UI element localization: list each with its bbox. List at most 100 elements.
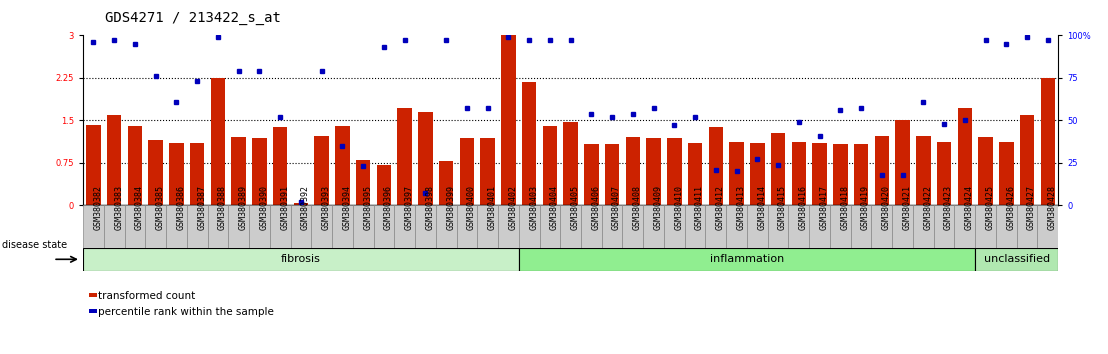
Text: GSM380408: GSM380408 [633, 185, 642, 230]
Text: GSM380394: GSM380394 [342, 185, 351, 230]
Bar [127, 126, 142, 205]
Bar [1040, 78, 1055, 205]
Text: GSM380411: GSM380411 [695, 185, 704, 230]
Text: GSM380395: GSM380395 [363, 185, 372, 230]
Bar [892, 205, 913, 248]
Bar [294, 203, 308, 205]
Text: GSM380414: GSM380414 [758, 185, 767, 230]
Bar [373, 205, 394, 248]
Bar [398, 108, 412, 205]
Text: GSM380413: GSM380413 [737, 185, 746, 230]
Bar [584, 144, 598, 205]
Bar [999, 142, 1014, 205]
Bar [667, 138, 681, 205]
Bar [543, 126, 557, 205]
Text: GSM380424: GSM380424 [965, 185, 974, 230]
Text: GSM380412: GSM380412 [716, 185, 725, 230]
Bar [166, 205, 187, 248]
Bar [83, 205, 104, 248]
Text: GSM380383: GSM380383 [114, 185, 123, 230]
Text: GSM380404: GSM380404 [550, 185, 558, 230]
Text: unclassified: unclassified [984, 254, 1049, 264]
Text: GSM380406: GSM380406 [592, 185, 601, 230]
Text: GSM380407: GSM380407 [612, 185, 622, 230]
Text: GSM380428: GSM380428 [1048, 185, 1057, 230]
Text: GSM380419: GSM380419 [861, 185, 870, 230]
Text: GSM380409: GSM380409 [654, 185, 663, 230]
Bar [709, 127, 724, 205]
Bar [936, 142, 952, 205]
Bar [478, 205, 497, 248]
Bar [895, 120, 910, 205]
Text: GSM380427: GSM380427 [1027, 185, 1036, 230]
Text: GSM380390: GSM380390 [259, 185, 268, 230]
Text: GSM380420: GSM380420 [882, 185, 891, 230]
Text: fibrosis: fibrosis [281, 254, 321, 264]
Text: GSM380417: GSM380417 [820, 185, 829, 230]
Bar [228, 205, 249, 248]
Bar [791, 142, 807, 205]
Text: transformed count: transformed count [98, 291, 195, 301]
Bar [481, 138, 495, 205]
Bar [189, 143, 205, 205]
Bar [170, 143, 184, 205]
Bar [750, 143, 765, 205]
Bar [460, 138, 474, 205]
Bar [124, 205, 145, 248]
Text: GSM380391: GSM380391 [280, 185, 289, 230]
Bar [1037, 205, 1058, 248]
Bar [232, 137, 246, 205]
Text: GSM380426: GSM380426 [1006, 185, 1015, 230]
Bar [626, 137, 640, 205]
Bar [148, 140, 163, 205]
Bar [270, 205, 290, 248]
Text: GSM380386: GSM380386 [176, 185, 185, 230]
Bar [522, 82, 536, 205]
Text: GSM380388: GSM380388 [218, 185, 227, 230]
Bar [874, 136, 889, 205]
Text: GSM380397: GSM380397 [404, 185, 413, 230]
Text: disease state: disease state [2, 240, 68, 250]
Bar [954, 205, 975, 248]
Bar [916, 136, 931, 205]
Bar [249, 205, 270, 248]
Bar [664, 205, 685, 248]
Text: GSM380385: GSM380385 [156, 185, 165, 230]
Bar [435, 205, 456, 248]
Bar [540, 205, 561, 248]
Bar [771, 133, 786, 205]
Text: GSM380389: GSM380389 [238, 185, 248, 230]
Bar [646, 138, 660, 205]
Bar [418, 112, 432, 205]
Bar [107, 115, 122, 205]
Bar [104, 205, 124, 248]
Bar [211, 78, 225, 205]
Text: GSM380405: GSM380405 [571, 185, 579, 230]
Bar [957, 108, 972, 205]
Text: GSM380415: GSM380415 [778, 185, 787, 230]
Bar [854, 144, 869, 205]
Bar [747, 205, 768, 248]
Bar [830, 205, 851, 248]
Text: GSM380398: GSM380398 [425, 185, 434, 230]
Bar [561, 205, 581, 248]
Bar [416, 205, 435, 248]
Bar [207, 205, 228, 248]
Bar [623, 205, 644, 248]
Bar [851, 205, 871, 248]
Bar [833, 144, 848, 205]
Text: GSM380421: GSM380421 [903, 185, 912, 230]
Text: GSM380396: GSM380396 [383, 185, 393, 230]
Text: GSM380410: GSM380410 [675, 185, 684, 230]
Bar [871, 205, 892, 248]
Bar [934, 205, 954, 248]
Bar [335, 126, 350, 205]
Text: percentile rank within the sample: percentile rank within the sample [98, 307, 274, 316]
Bar [273, 127, 287, 205]
Bar [356, 160, 370, 205]
Bar [290, 205, 311, 248]
Bar [605, 144, 619, 205]
Bar [812, 143, 827, 205]
Bar [978, 137, 993, 205]
Text: GSM380403: GSM380403 [530, 185, 538, 230]
